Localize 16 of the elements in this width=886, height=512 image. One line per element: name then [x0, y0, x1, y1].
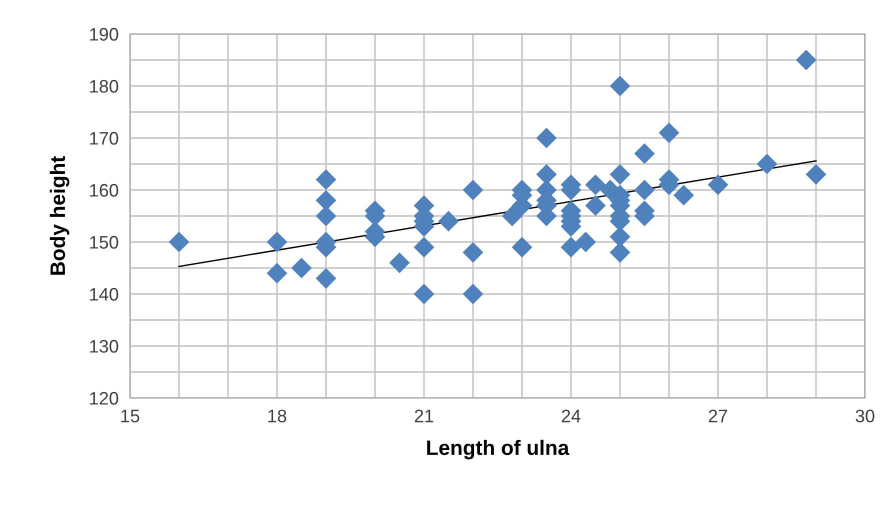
x-tick-label: 27: [708, 410, 728, 422]
y-tick-label: 190: [90, 28, 118, 41]
x-tick-label: 21: [414, 410, 434, 422]
y-tick-label: 130: [90, 340, 118, 353]
y-axis-title: Body height: [50, 156, 70, 275]
y-tick-label: 160: [90, 184, 118, 197]
x-axis-title: Length of ulna: [427, 440, 570, 460]
y-tick-label: 120: [90, 392, 118, 405]
y-tick-label: 170: [90, 132, 118, 145]
y-tick-label: 150: [90, 236, 118, 249]
x-tick-label: 15: [121, 410, 140, 422]
y-tick-label: 180: [90, 80, 118, 93]
x-tick-label: 30: [856, 410, 874, 422]
x-tick-label: 24: [562, 410, 581, 422]
y-tick-label: 140: [90, 288, 118, 301]
x-tick-label: 18: [268, 410, 286, 422]
